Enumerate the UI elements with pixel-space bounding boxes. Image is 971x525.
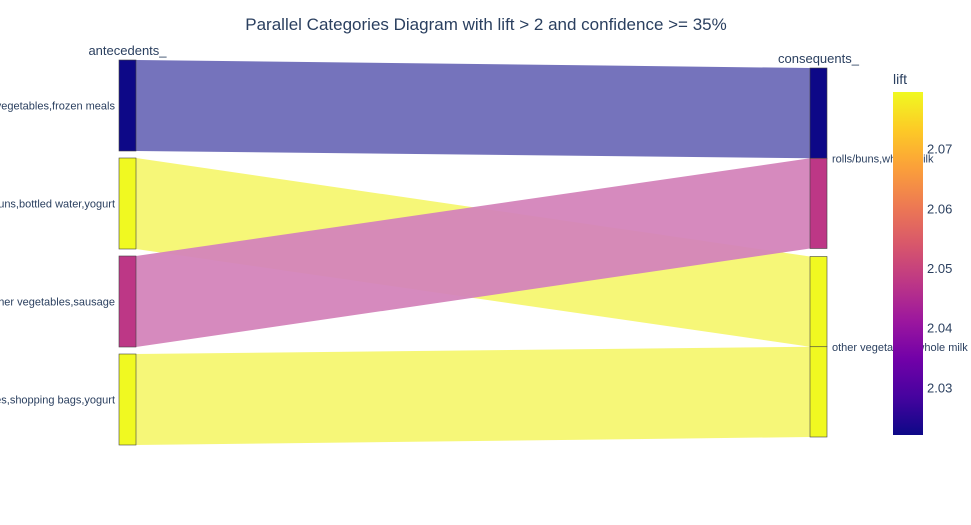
antecedent-label-0: other vegetables,frozen meals (0, 101, 115, 113)
ribbons-group (136, 60, 810, 445)
antecedent-label-3: other vegetables,shopping bags,yogurt (0, 395, 115, 407)
dimension-label-consequents: consequents_ (778, 51, 860, 66)
colorbar-tick-2: 2.05 (927, 261, 952, 276)
consequent-bar-segment-1[interactable] (809, 256, 828, 348)
consequent-bar-segment-3[interactable] (809, 346, 828, 438)
colorbar-tick-1: 2.04 (927, 321, 952, 336)
colorbar-tick-4: 2.07 (927, 142, 952, 157)
consequent-bar-segment-0[interactable] (809, 67, 828, 159)
chart-title: Parallel Categories Diagram with lift > … (245, 15, 726, 34)
consequent-bar-segment-2[interactable] (809, 157, 828, 249)
antecedent-bar-0[interactable] (118, 59, 137, 152)
dimension-label-antecedents: antecedents_ (88, 43, 167, 58)
colorbar-title: lift (893, 71, 907, 87)
antecedent-label-1: rolls/buns,bottled water,yogurt (0, 199, 115, 211)
colorbar-tick-0: 2.03 (927, 380, 952, 395)
ribbon-3[interactable] (136, 346, 810, 445)
category-bars-group (118, 59, 828, 446)
antecedent-label-2: other vegetables,sausage (0, 297, 115, 309)
colorbar-tick-3: 2.06 (927, 201, 952, 216)
colorbar: lift 2.03 2.04 2.05 2.06 2.07 (893, 71, 952, 435)
ribbon-0[interactable] (136, 60, 810, 159)
ribbon-2[interactable] (136, 158, 810, 347)
antecedent-bar-3[interactable] (118, 353, 137, 446)
antecedent-bar-2[interactable] (118, 255, 137, 348)
colorbar-gradient (893, 92, 923, 435)
antecedent-bar-1[interactable] (118, 157, 137, 250)
